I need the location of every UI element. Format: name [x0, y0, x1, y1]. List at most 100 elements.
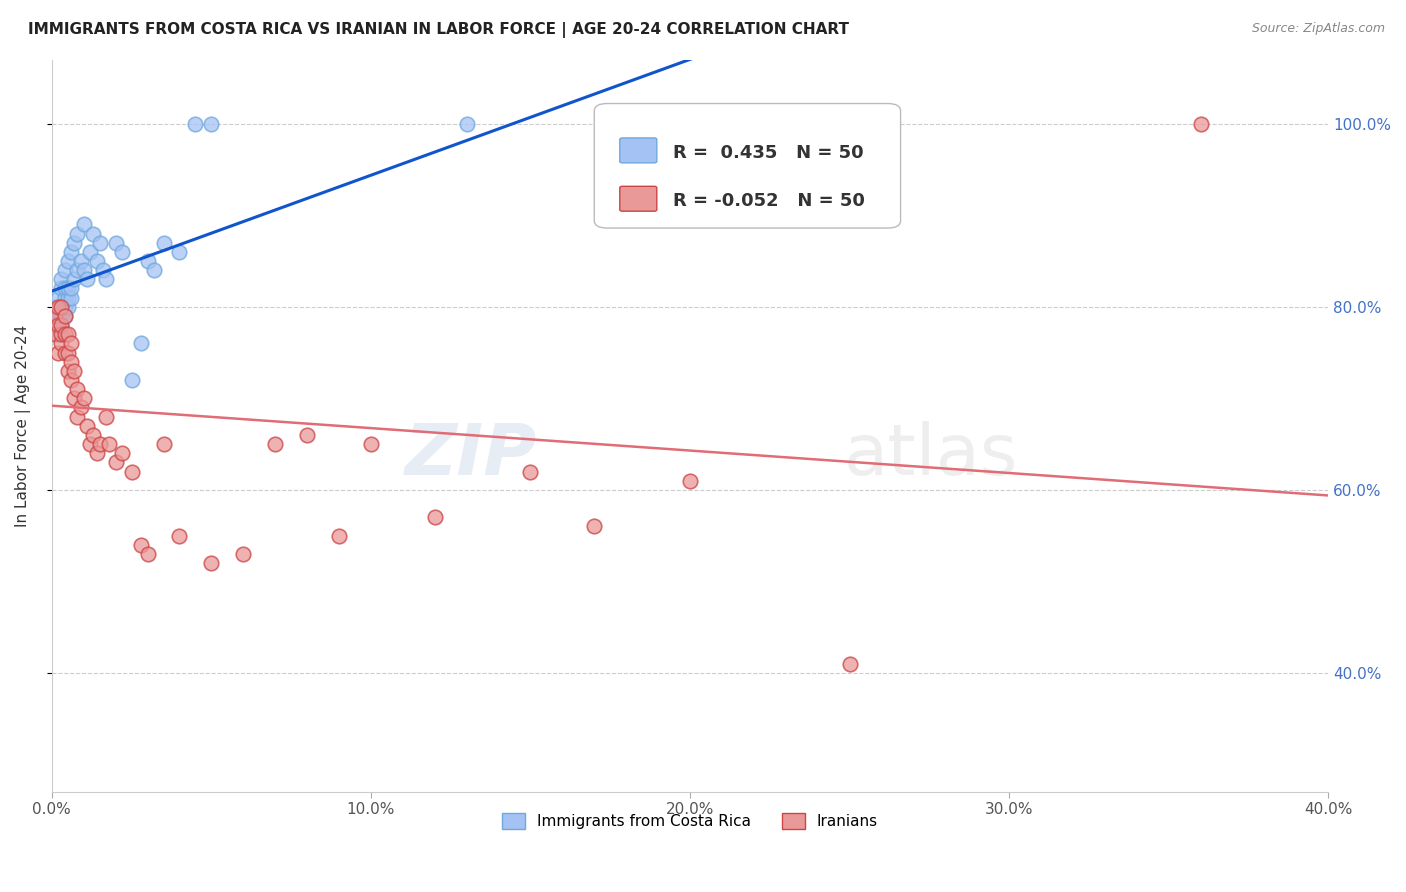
Text: atlas: atlas: [844, 420, 1018, 490]
Point: [51, 318, 73, 332]
Point: [76, 272, 98, 286]
Point: [46, 345, 69, 359]
Point: [66, 409, 89, 424]
Point: [44, 309, 66, 323]
Text: R = -0.052   N = 50: R = -0.052 N = 50: [673, 192, 865, 210]
Point: [169, 528, 191, 542]
Point: [89, 235, 111, 250]
Point: [91, 263, 114, 277]
Point: [104, 455, 127, 469]
Point: [53, 300, 76, 314]
Point: [59, 373, 82, 387]
Point: [152, 235, 174, 250]
Point: [51, 281, 73, 295]
Point: [111, 446, 134, 460]
FancyBboxPatch shape: [620, 186, 657, 211]
Point: [59, 281, 82, 295]
Point: [129, 336, 152, 351]
Point: [838, 657, 860, 671]
Point: [76, 418, 98, 433]
Text: ZIP: ZIP: [405, 420, 537, 490]
Point: [82, 227, 104, 241]
Point: [94, 272, 117, 286]
Point: [121, 465, 143, 479]
Point: [456, 117, 478, 131]
Point: [46, 300, 69, 314]
Text: Source: ZipAtlas.com: Source: ZipAtlas.com: [1251, 22, 1385, 36]
Point: [66, 227, 89, 241]
Point: [328, 528, 350, 542]
Point: [56, 254, 79, 268]
Point: [51, 309, 73, 323]
Point: [46, 309, 69, 323]
Point: [56, 327, 79, 342]
Point: [46, 291, 69, 305]
Point: [44, 300, 66, 314]
Point: [51, 318, 73, 332]
Point: [66, 382, 89, 396]
Point: [136, 547, 159, 561]
Point: [69, 401, 91, 415]
Point: [53, 327, 76, 342]
Point: [121, 373, 143, 387]
FancyBboxPatch shape: [620, 138, 657, 163]
Point: [519, 465, 541, 479]
Point: [647, 117, 669, 131]
Point: [295, 428, 318, 442]
Point: [82, 428, 104, 442]
Text: R =  0.435   N = 50: R = 0.435 N = 50: [673, 144, 865, 161]
Point: [89, 437, 111, 451]
Point: [73, 392, 96, 406]
Point: [104, 235, 127, 250]
Point: [63, 272, 86, 286]
Point: [46, 327, 69, 342]
Point: [53, 281, 76, 295]
Point: [56, 291, 79, 305]
Point: [142, 263, 165, 277]
Point: [73, 263, 96, 277]
Point: [184, 117, 207, 131]
Point: [59, 336, 82, 351]
Point: [152, 437, 174, 451]
Point: [136, 254, 159, 268]
Point: [51, 272, 73, 286]
Point: [63, 364, 86, 378]
Point: [53, 309, 76, 323]
Point: [169, 244, 191, 259]
Point: [44, 318, 66, 332]
Point: [129, 538, 152, 552]
Point: [53, 263, 76, 277]
Point: [264, 437, 287, 451]
Point: [56, 364, 79, 378]
Point: [79, 244, 101, 259]
Point: [53, 345, 76, 359]
Point: [79, 437, 101, 451]
Point: [679, 474, 702, 488]
Y-axis label: In Labor Force | Age 20-24: In Labor Force | Age 20-24: [15, 325, 31, 527]
Point: [56, 345, 79, 359]
Point: [360, 437, 382, 451]
Point: [51, 327, 73, 342]
FancyBboxPatch shape: [595, 103, 901, 228]
Point: [46, 318, 69, 332]
Point: [56, 300, 79, 314]
Point: [46, 300, 69, 314]
Point: [423, 510, 446, 524]
Point: [44, 327, 66, 342]
Point: [98, 437, 121, 451]
Text: IMMIGRANTS FROM COSTA RICA VS IRANIAN IN LABOR FORCE | AGE 20-24 CORRELATION CHA: IMMIGRANTS FROM COSTA RICA VS IRANIAN IN…: [28, 22, 849, 38]
Point: [56, 281, 79, 295]
Point: [200, 556, 222, 570]
Point: [232, 547, 254, 561]
Point: [583, 519, 606, 533]
Point: [66, 263, 89, 277]
Point: [51, 336, 73, 351]
Point: [51, 300, 73, 314]
Point: [69, 254, 91, 268]
Point: [59, 354, 82, 368]
Point: [53, 291, 76, 305]
Point: [59, 244, 82, 259]
Point: [59, 291, 82, 305]
Point: [111, 244, 134, 259]
Point: [86, 254, 108, 268]
